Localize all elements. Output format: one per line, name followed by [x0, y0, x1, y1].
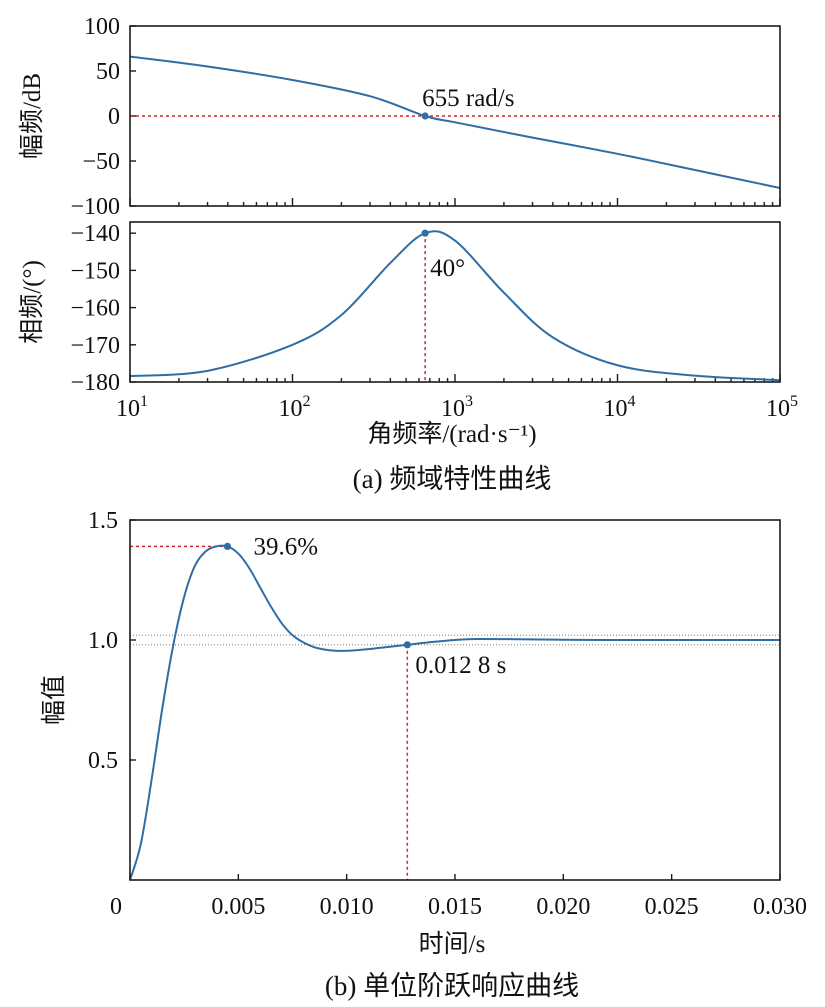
step-y-ticks: 1.5 1.0 0.5: [88, 508, 136, 774]
step-x-tick-label: 0.025: [645, 894, 699, 920]
frequency-x-ticks: 101 102 103 104 105: [116, 198, 798, 422]
magnitude-y-label: 幅频/dB: [18, 73, 46, 159]
step-x-tick-label: 0.015: [428, 894, 482, 920]
step-y-label: 幅值: [40, 675, 68, 725]
caption-b: (b) 单位阶跃响应曲线: [325, 971, 579, 1001]
step-x-tick-label: 0: [110, 894, 122, 920]
phase-y-label: 相频/(°): [18, 260, 46, 344]
phase-y-tick-label: −150: [70, 258, 120, 284]
crossover-marker: [421, 112, 429, 120]
phase-y-tick-label: −180: [70, 370, 120, 396]
overshoot-label: 39.6%: [254, 533, 319, 560]
frequency-tick-label: 103: [441, 393, 473, 422]
frequency-tick-label: 101: [116, 393, 148, 422]
frequency-tick-label: 102: [279, 393, 311, 422]
magnitude-curve: [130, 55, 780, 189]
phase-peak-marker: [421, 229, 429, 237]
step-x-tick-label: 0.020: [536, 894, 590, 920]
step-response-curve: [130, 544, 780, 880]
settling-marker: [403, 641, 411, 649]
step-y-tick-label: 1.0: [88, 628, 118, 654]
crossover-label: 655 rad/s: [422, 85, 514, 112]
magnitude-panel: 100 50 0 −50 −100 幅频/dB 655 rad/s: [18, 14, 781, 220]
step-x-tick-label: 0.030: [753, 894, 807, 920]
phase-panel: −140 −150 −160 −170 −180 101 102 103 104 105 相频/…: [18, 198, 798, 494]
caption-a: (a) 频域特性曲线: [353, 464, 552, 494]
settling-time-label: 0.012 8 s: [415, 652, 506, 679]
magnitude-y-tick-label: 0: [108, 104, 120, 130]
magnitude-y-tick-label: −50: [82, 149, 120, 175]
phase-curve: [130, 230, 780, 382]
frequency-tick-label: 105: [766, 393, 798, 422]
phase-frame: [129, 221, 781, 383]
overshoot-marker: [223, 542, 232, 551]
step-panel: 1.5 1.0 0.5 0 0.005 0.010 0.015 0.020 0.025 0.03…: [40, 508, 807, 1001]
step-x-tick-label: 0.010: [320, 894, 374, 920]
step-x-ticks: 0 0.005 0.010 0.015 0.020 0.025 0.030: [110, 874, 807, 920]
frequency-x-label: 角频率/(rad·s⁻¹): [367, 420, 536, 448]
phase-y-tick-label: −160: [70, 296, 120, 322]
time-x-label: 时间/s: [419, 930, 486, 958]
phase-y-tick-label: −170: [70, 333, 120, 359]
step-y-tick-label: 0.5: [88, 748, 118, 774]
step-frame: [129, 519, 781, 881]
phase-y-tick-label: −140: [70, 221, 120, 247]
magnitude-y-tick-label: 100: [84, 14, 120, 40]
step-y-tick-label: 1.5: [88, 508, 118, 534]
frequency-tick-label: 104: [604, 393, 636, 422]
phase-margin-label: 40°: [430, 255, 465, 282]
phase-y-ticks: −140 −150 −160 −170 −180: [70, 221, 136, 396]
magnitude-y-ticks: 100 50 0 −50 −100: [70, 14, 136, 220]
magnitude-y-tick-label: 50: [96, 59, 120, 85]
magnitude-y-tick-label: −100: [70, 194, 120, 220]
step-x-tick-label: 0.005: [211, 894, 265, 920]
